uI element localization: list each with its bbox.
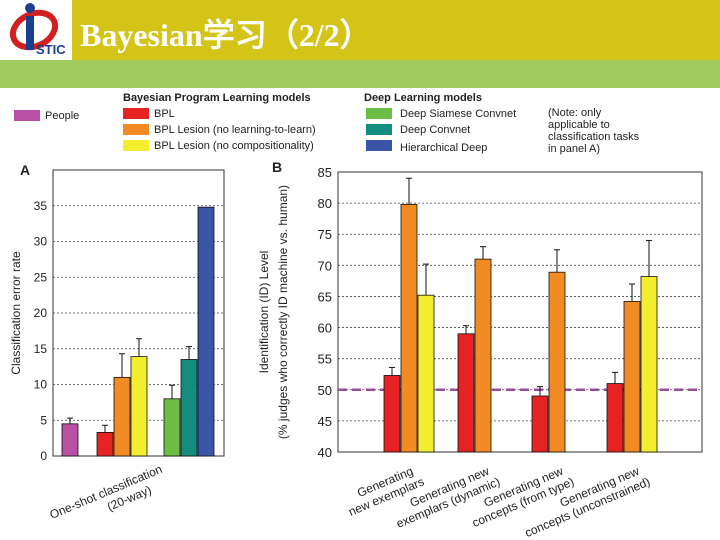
panel-a-ytick-label: 30 <box>34 235 48 249</box>
panel-b-bar <box>606 383 624 453</box>
panel-a-chart: A 0 5 10 15 20 25 30 35 Classification error rate… <box>9 162 225 536</box>
legend-heading-dl: Deep Learning models <box>364 92 482 104</box>
panel-a-bar <box>197 206 215 457</box>
logo-text: STIC <box>36 42 66 57</box>
panel-b-ylabel: Identification (ID) Level <box>257 251 271 374</box>
panel-b-bar <box>457 333 475 453</box>
legend-convnet: Deep Convnet <box>400 124 470 136</box>
panel-b-bar <box>623 301 641 453</box>
legend-swatch-bpl-lesion-ltl <box>123 124 149 135</box>
panel-b-ytick-label: 50 <box>318 383 332 398</box>
panel-b-chart: B 40 45 50 55 60 65 70 75 80 85 Identification (ID)… <box>257 159 703 540</box>
legend-swatch-convnet <box>366 124 392 135</box>
panel-b-bar <box>474 258 492 453</box>
legend-heading-bpl: Bayesian Program Learning models <box>123 92 311 104</box>
panel-b-ytick-label: 55 <box>318 352 332 367</box>
panel-b-ytick-label: 85 <box>318 165 332 180</box>
legend-swatch-people <box>14 110 40 121</box>
panel-b-ytick-label: 65 <box>318 289 332 304</box>
panel-b-bar <box>400 203 418 453</box>
panel-a-bar <box>180 359 198 457</box>
legend-note-4: in panel A) <box>548 143 600 155</box>
legend-siamese: Deep Siamese Convnet <box>400 108 516 120</box>
panel-b-bar <box>383 375 401 453</box>
legend-note-3: classification tasks <box>548 131 640 143</box>
legend-note-1: (Note: only <box>548 107 602 119</box>
panel-b-ytick-label: 60 <box>318 321 332 336</box>
legend-people: People <box>45 110 79 122</box>
panel-a-ytick-label: 15 <box>34 342 48 356</box>
legend-swatch-bpl <box>123 108 149 119</box>
panel-b-ylabel-sub: (% judges who correctly ID machine vs. h… <box>276 185 290 439</box>
logo: STIC <box>0 0 72 60</box>
legend-swatch-siamese <box>366 108 392 119</box>
panel-a-bar <box>61 423 79 457</box>
panel-a-bar <box>96 432 114 457</box>
legend: People Bayesian Program Learning models … <box>14 92 640 155</box>
panel-a-letter: A <box>20 162 30 178</box>
panel-a-ytick-label: 0 <box>40 449 47 463</box>
page-title: Bayesian学习（2/2） <box>80 17 372 53</box>
panel-b-bar <box>640 276 658 453</box>
legend-bpl-lesion-ltl: BPL Lesion (no learning-to-learn) <box>154 124 316 136</box>
panel-b-ytick-label: 75 <box>318 227 332 242</box>
panel-b-bar <box>548 271 566 453</box>
title-bar: STIC Bayesian学习（2/2） <box>0 0 720 60</box>
panel-a-category-label: One-shot classification(20-way) <box>48 462 170 536</box>
panel-a-ylabel: Classification error rate <box>9 251 23 375</box>
panel-a-ytick-label: 35 <box>34 199 48 213</box>
panel-b-ytick-label: 45 <box>318 414 332 429</box>
panel-a-ytick-label: 25 <box>34 270 48 284</box>
panel-a-ytick-label: 5 <box>40 413 47 427</box>
header-band <box>0 60 720 88</box>
panel-b-bar <box>531 395 549 453</box>
panel-b-frame <box>337 171 703 453</box>
legend-bpl-lesion-comp: BPL Lesion (no compositionality) <box>154 140 314 152</box>
panel-b-ytick-label: 70 <box>318 258 332 273</box>
panel-a-ytick-label: 20 <box>34 306 48 320</box>
panel-b-bar <box>417 294 435 453</box>
legend-note-2: applicable to <box>548 119 610 131</box>
stic-logo-icon: STIC <box>9 3 66 57</box>
panel-b-ytick-label: 80 <box>318 196 332 211</box>
legend-swatch-hier <box>366 140 392 151</box>
legend-hier: Hierarchical Deep <box>400 142 487 154</box>
panel-a-ytick-label: 10 <box>34 378 48 392</box>
legend-swatch-bpl-lesion-comp <box>123 140 149 151</box>
panel-a-bar <box>113 376 131 457</box>
panel-a-bar <box>130 356 148 457</box>
panel-b-letter: B <box>272 159 282 175</box>
panel-a-bar <box>163 398 181 457</box>
legend-bpl: BPL <box>154 108 175 120</box>
panel-b-ytick-label: 40 <box>318 445 332 460</box>
